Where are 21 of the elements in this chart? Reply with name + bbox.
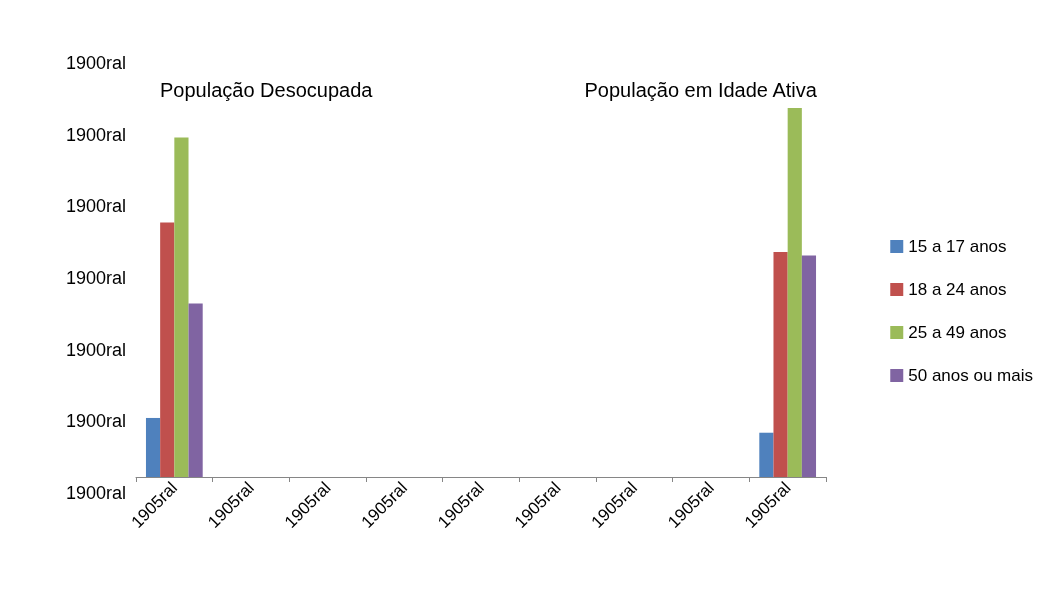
text: 1900ral <box>65 124 126 145</box>
legend-label: 25 a 49 anos <box>908 323 1007 342</box>
bar <box>174 137 189 477</box>
bar <box>759 432 774 477</box>
bar <box>787 108 802 477</box>
legend-label: 15 a 17 anos <box>908 237 1007 256</box>
text: 1900ral <box>65 268 126 288</box>
legend-label: 50 anos ou mais <box>908 366 1034 385</box>
bar <box>145 417 161 477</box>
text: População Desocupada <box>160 79 374 101</box>
text: 1900ral <box>65 196 126 217</box>
text: População em Idade Ativa <box>584 79 818 101</box>
bar <box>773 251 788 477</box>
text: 1900ral <box>65 411 126 432</box>
text: 1900ral <box>65 339 126 360</box>
bar <box>160 222 175 477</box>
text: 1900ral <box>65 53 126 73</box>
bar <box>188 303 203 477</box>
legend-label: 18 a 24 anos <box>908 280 1007 299</box>
text: 1900ral <box>65 483 126 503</box>
bar <box>801 255 817 477</box>
